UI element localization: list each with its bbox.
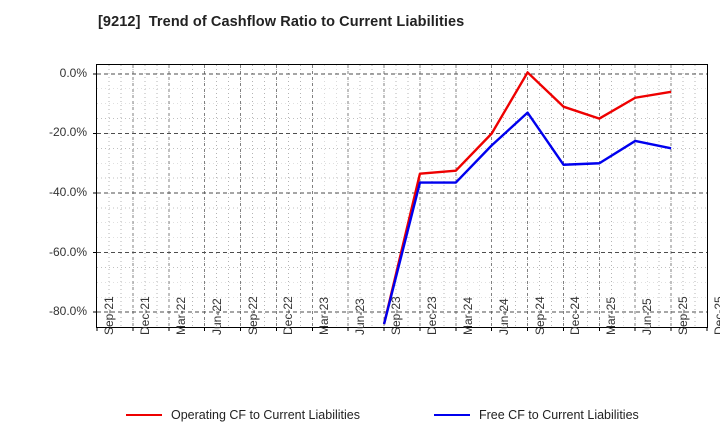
x-tick-label: Sep-25 [676, 296, 691, 335]
y-tick-marks [93, 73, 97, 313]
x-tick-label: Dec-22 [281, 296, 296, 335]
x-tick-label: Sep-24 [532, 296, 547, 335]
legend-color-swatch [126, 414, 162, 416]
x-tick-label: Mar-22 [173, 296, 188, 335]
x-tick-label: Dec-25 [712, 296, 720, 335]
legend-label: Free CF to Current Liabilities [479, 408, 639, 422]
series-line-free-cf [382, 111, 672, 325]
series-lines [382, 71, 672, 325]
legend-label: Operating CF to Current Liabilities [171, 408, 360, 422]
x-tick-label: Mar-25 [604, 296, 619, 335]
y-tick-label: -80.0% [48, 304, 87, 319]
x-tick-label: Dec-24 [568, 296, 583, 335]
legend-item[interactable]: Operating CF to Current Liabilities [126, 404, 360, 426]
y-tick-label: 0.0% [59, 65, 87, 80]
y-tick-label: -60.0% [48, 244, 87, 259]
x-tick-label: Jun-22 [209, 298, 224, 335]
x-tick-label: Jun-23 [353, 298, 368, 335]
x-tick-label: Sep-23 [389, 296, 404, 335]
minor-gridlines [97, 65, 707, 327]
plot-frame [96, 64, 708, 328]
x-tick-label: Dec-23 [424, 296, 439, 335]
x-tick-marks [96, 327, 708, 331]
chart-title: [9212] Trend of Cashflow Ratio to Curren… [98, 14, 465, 30]
x-tick-label: Sep-21 [102, 296, 116, 335]
series-line-operating-cf [382, 71, 672, 325]
legend-color-swatch [434, 414, 470, 416]
x-tick-label: Jun-25 [640, 298, 655, 335]
x-tick-label: Jun-24 [496, 298, 511, 335]
x-tick-label: Mar-23 [317, 296, 332, 335]
legend-item[interactable]: Free CF to Current Liabilities [434, 404, 639, 426]
y-tick-label: -40.0% [48, 185, 87, 200]
major-x-gridlines [132, 65, 672, 327]
chart-legend: Operating CF to Current Liabilities Free … [0, 404, 720, 432]
y-tick-label: -20.0% [48, 125, 87, 140]
x-tick-label: Dec-21 [137, 296, 152, 335]
x-tick-label: Sep-22 [245, 296, 260, 335]
x-tick-label: Mar-24 [460, 296, 475, 335]
